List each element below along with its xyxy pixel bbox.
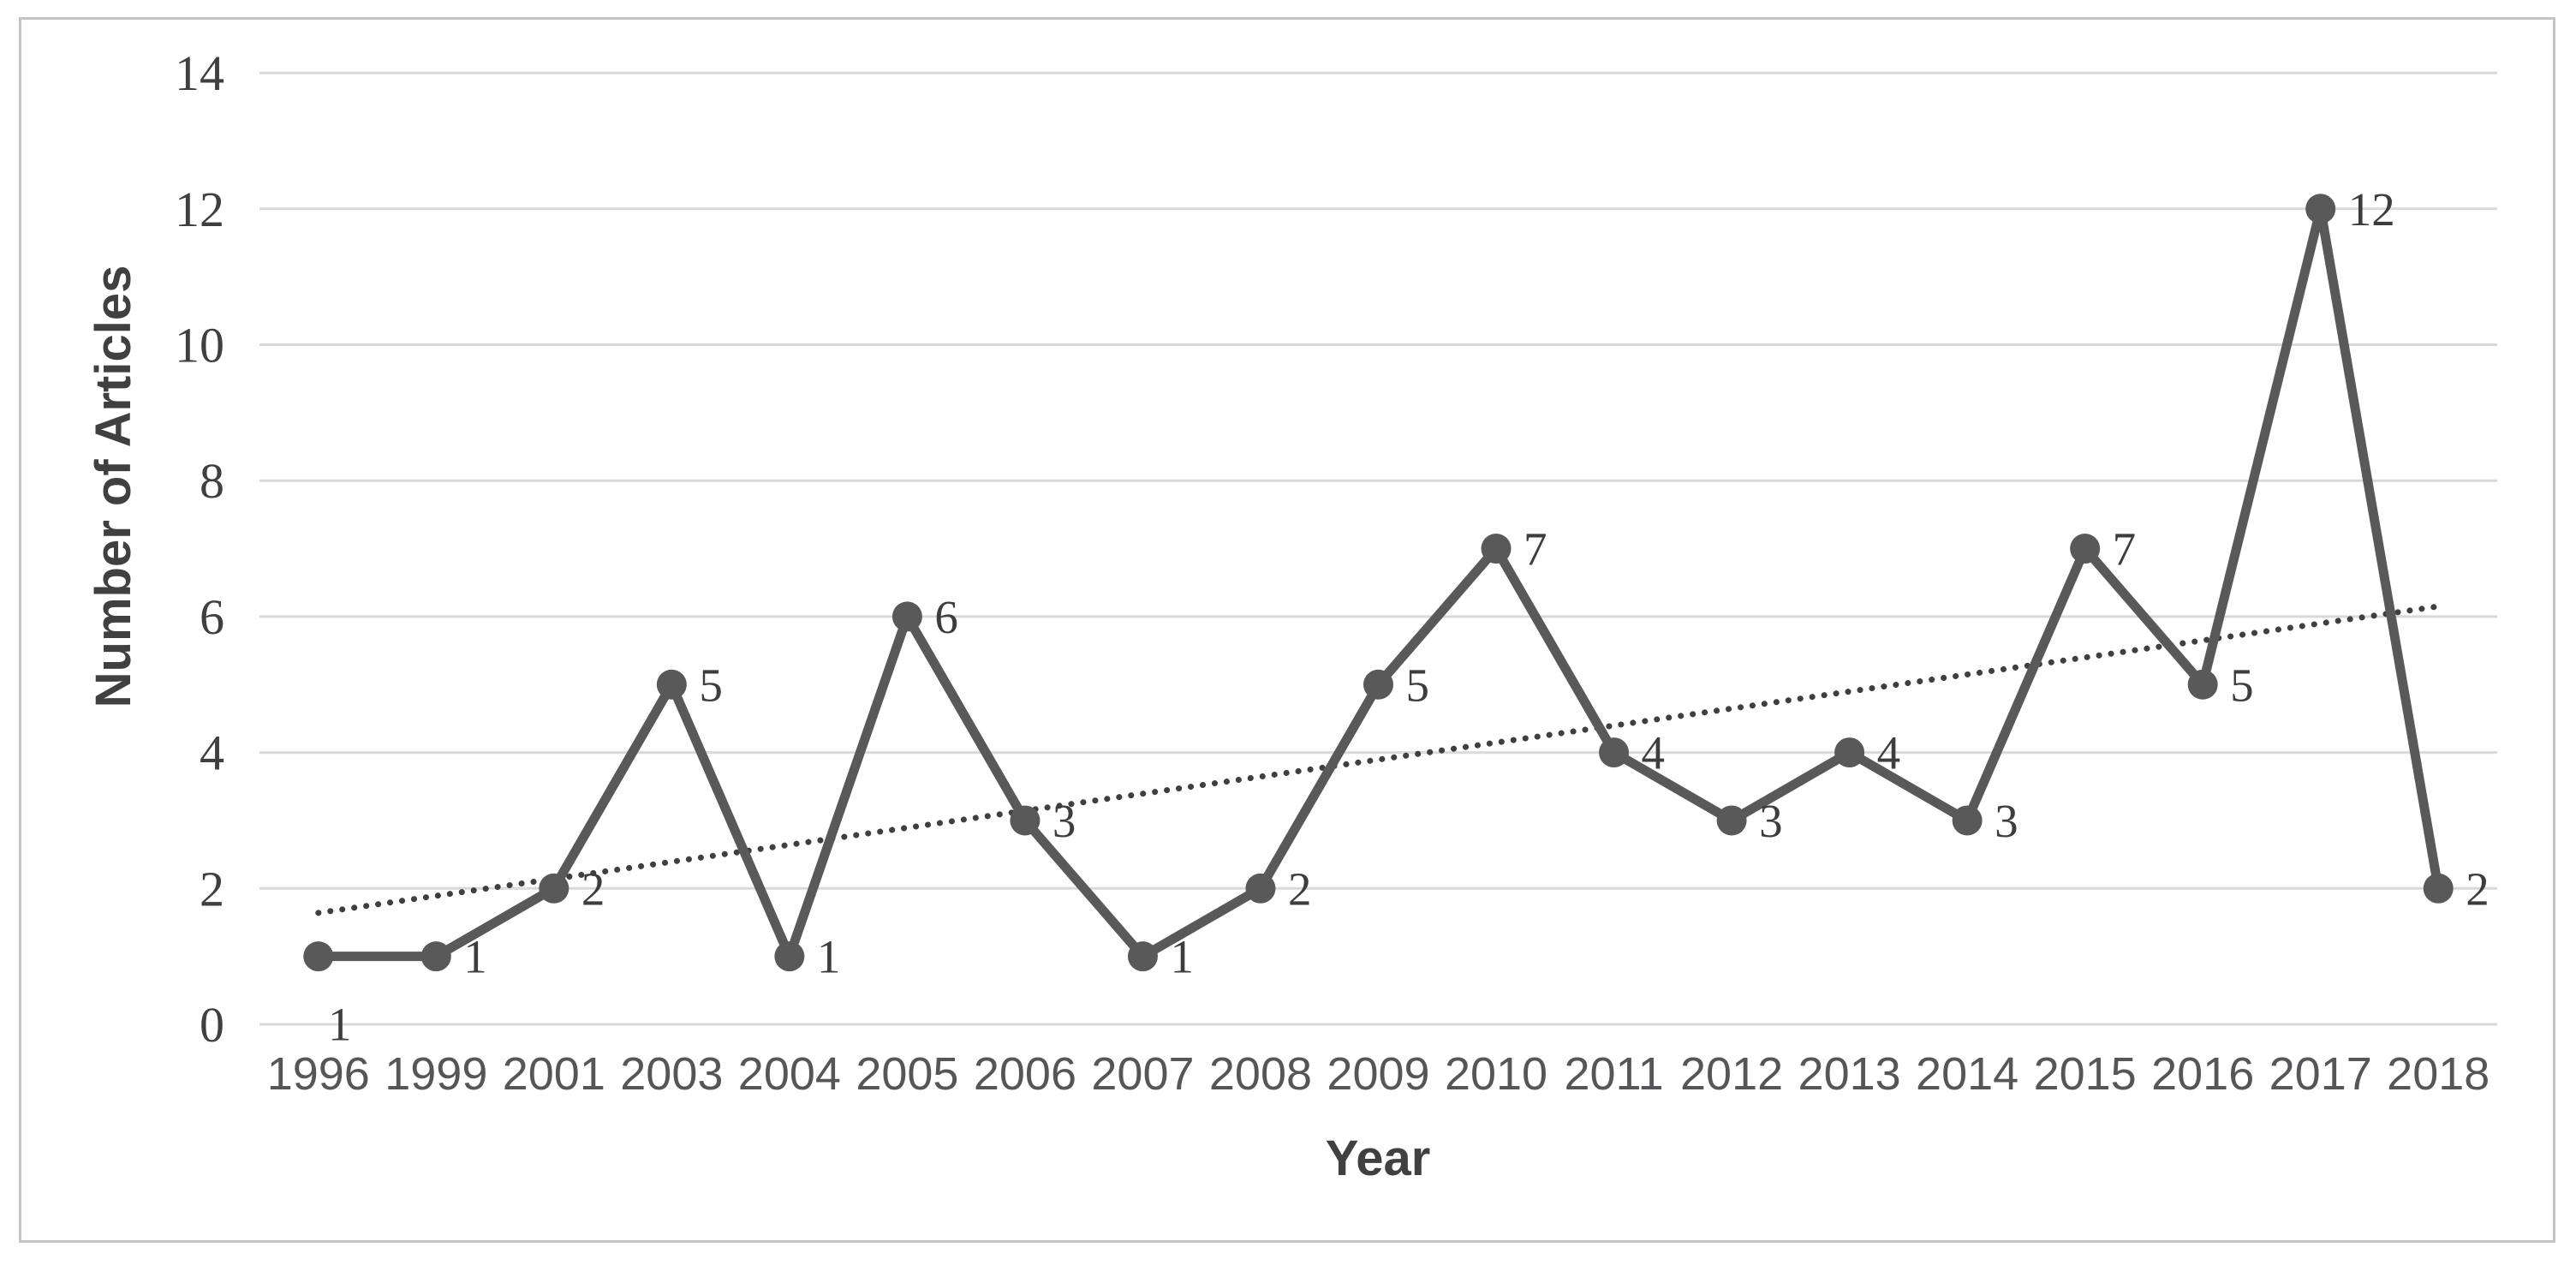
x-tick-label: 2001: [503, 1048, 605, 1100]
data-point-marker: [1363, 669, 1393, 700]
data-point-label: 1: [1170, 931, 1194, 983]
data-point-label: 4: [1642, 727, 1666, 779]
data-point-marker: [2305, 194, 2336, 224]
x-tick-label: 2012: [1680, 1048, 1783, 1100]
y-tick-label: 4: [200, 725, 224, 781]
x-tick-label: 2014: [1916, 1048, 2018, 1100]
data-point-label: 7: [2113, 523, 2137, 576]
data-point-marker: [774, 941, 805, 972]
y-tick-label: 0: [200, 997, 224, 1053]
gridlines-group: [259, 71, 2497, 1026]
data-point-marker: [656, 669, 687, 700]
x-axis-title: Year: [1326, 1131, 1431, 1186]
data-point-marker: [1127, 941, 1158, 972]
data-point-label: 5: [699, 659, 723, 711]
x-tick-label: 1999: [385, 1048, 487, 1100]
data-point-marker: [303, 941, 334, 972]
x-tick-label: 2018: [2387, 1048, 2490, 1100]
data-point-marker: [891, 601, 922, 632]
data-point-marker: [1245, 873, 1276, 904]
x-tick-label: 2013: [1798, 1048, 1901, 1100]
data-point-marker: [2070, 534, 2101, 564]
x-tick-label: 2010: [1445, 1048, 1547, 1100]
data-point-label: 7: [1524, 523, 1547, 576]
y-tick-label: 12: [175, 182, 224, 237]
series-line: [313, 204, 2443, 962]
data-point-marker: [1481, 534, 1512, 564]
data-point-label: 4: [1877, 727, 1901, 779]
data-point-label: 6: [934, 591, 958, 643]
data-point-marker: [1716, 805, 1747, 836]
data-point-marker: [1010, 805, 1041, 836]
y-tick-label: 2: [200, 861, 224, 916]
x-tick-label: 2005: [856, 1048, 958, 1100]
data-point-label: 2: [581, 862, 605, 915]
x-tick-label: 2009: [1327, 1048, 1429, 1100]
data-point-marker: [1834, 737, 1865, 768]
data-point-marker: [2423, 873, 2454, 904]
x-tick-label: 2004: [738, 1048, 841, 1100]
x-tick-label: 2008: [1209, 1048, 1312, 1100]
trend-line: [315, 603, 2442, 916]
x-tick-label: 2016: [2151, 1048, 2254, 1100]
x-tick-label: 2003: [620, 1048, 723, 1100]
chart-frame: [19, 17, 2555, 1243]
data-point-label: 1: [817, 931, 841, 983]
data-point-label: 3: [1995, 795, 2018, 847]
data-point-label: 3: [1759, 795, 1783, 847]
x-tick-label: 2017: [2269, 1048, 2372, 1100]
y-tick-label: 10: [175, 318, 224, 373]
data-point-label: 5: [1406, 659, 1430, 711]
y-tick-label: 8: [200, 453, 224, 509]
y-axis-tick-labels: 0 2 4 6 8 10 12 14: [175, 45, 224, 1053]
data-point-marker: [2187, 669, 2218, 700]
data-point-marker: [420, 941, 451, 972]
data-point-label: 2: [2466, 862, 2490, 915]
data-point-label: 12: [2348, 183, 2395, 236]
x-tick-label: 2015: [2034, 1048, 2137, 1100]
data-point-label: 2: [1288, 862, 1312, 915]
data-point-label: 5: [2230, 659, 2254, 711]
x-tick-label: 2011: [1564, 1048, 1663, 1100]
y-tick-label: 14: [175, 45, 224, 101]
data-point-marker: [1952, 805, 1983, 836]
x-tick-label: 1996: [267, 1048, 370, 1100]
data-point-marker: [539, 873, 569, 904]
y-axis-title: Number of Articles: [86, 266, 141, 708]
series-group: [303, 194, 2454, 972]
data-point-label: 1: [463, 931, 487, 983]
data-point-label: 1: [328, 999, 352, 1051]
y-tick-label: 6: [200, 589, 224, 645]
x-axis-tick-labels: 1996 1999 2001 2003 2004 2005 2006 2007 2008 2009…: [267, 1048, 2490, 1100]
data-point-label: 3: [1052, 795, 1076, 847]
trendline-group: [315, 603, 2442, 916]
x-tick-label: 2006: [974, 1048, 1076, 1100]
x-tick-label: 2007: [1091, 1048, 1194, 1100]
data-point-marker: [1599, 737, 1630, 768]
